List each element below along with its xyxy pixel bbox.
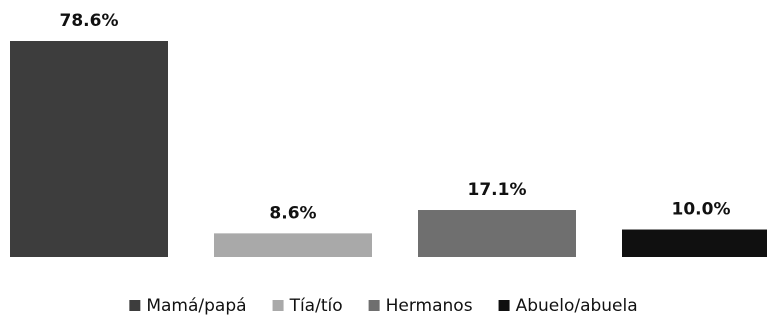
bar-4 bbox=[622, 229, 767, 257]
data-label-2: 8.6% bbox=[269, 203, 316, 223]
data-label-1: 78.6% bbox=[60, 11, 119, 31]
legend-swatch-3 bbox=[368, 300, 380, 311]
legend-label-2: Tía/tío bbox=[289, 296, 343, 316]
legend-label-4: Abuelo/abuela bbox=[516, 296, 638, 316]
data-label-3: 17.1% bbox=[468, 180, 527, 200]
data-labels-group: 78.6% 8.6% 17.1% 10.0% bbox=[60, 11, 731, 223]
legend-swatch-2 bbox=[272, 300, 284, 311]
legend-swatch-4 bbox=[498, 300, 510, 311]
bar-3 bbox=[418, 210, 576, 257]
legend-item-1: Mamá/papá bbox=[129, 296, 247, 316]
legend-item-3: Hermanos bbox=[368, 296, 473, 316]
legend-label-3: Hermanos bbox=[386, 296, 473, 316]
bar-1 bbox=[10, 41, 168, 257]
legend: Mamá/papá Tía/tío Hermanos Abuelo/abuela bbox=[129, 296, 638, 316]
data-label-4: 10.0% bbox=[672, 200, 731, 220]
bar-2 bbox=[214, 233, 372, 257]
legend-swatch-1 bbox=[129, 300, 141, 311]
bars-group bbox=[10, 41, 767, 257]
legend-item-4: Abuelo/abuela bbox=[498, 296, 638, 316]
legend-item-2: Tía/tío bbox=[272, 296, 343, 316]
legend-label-1: Mamá/papá bbox=[146, 296, 246, 316]
